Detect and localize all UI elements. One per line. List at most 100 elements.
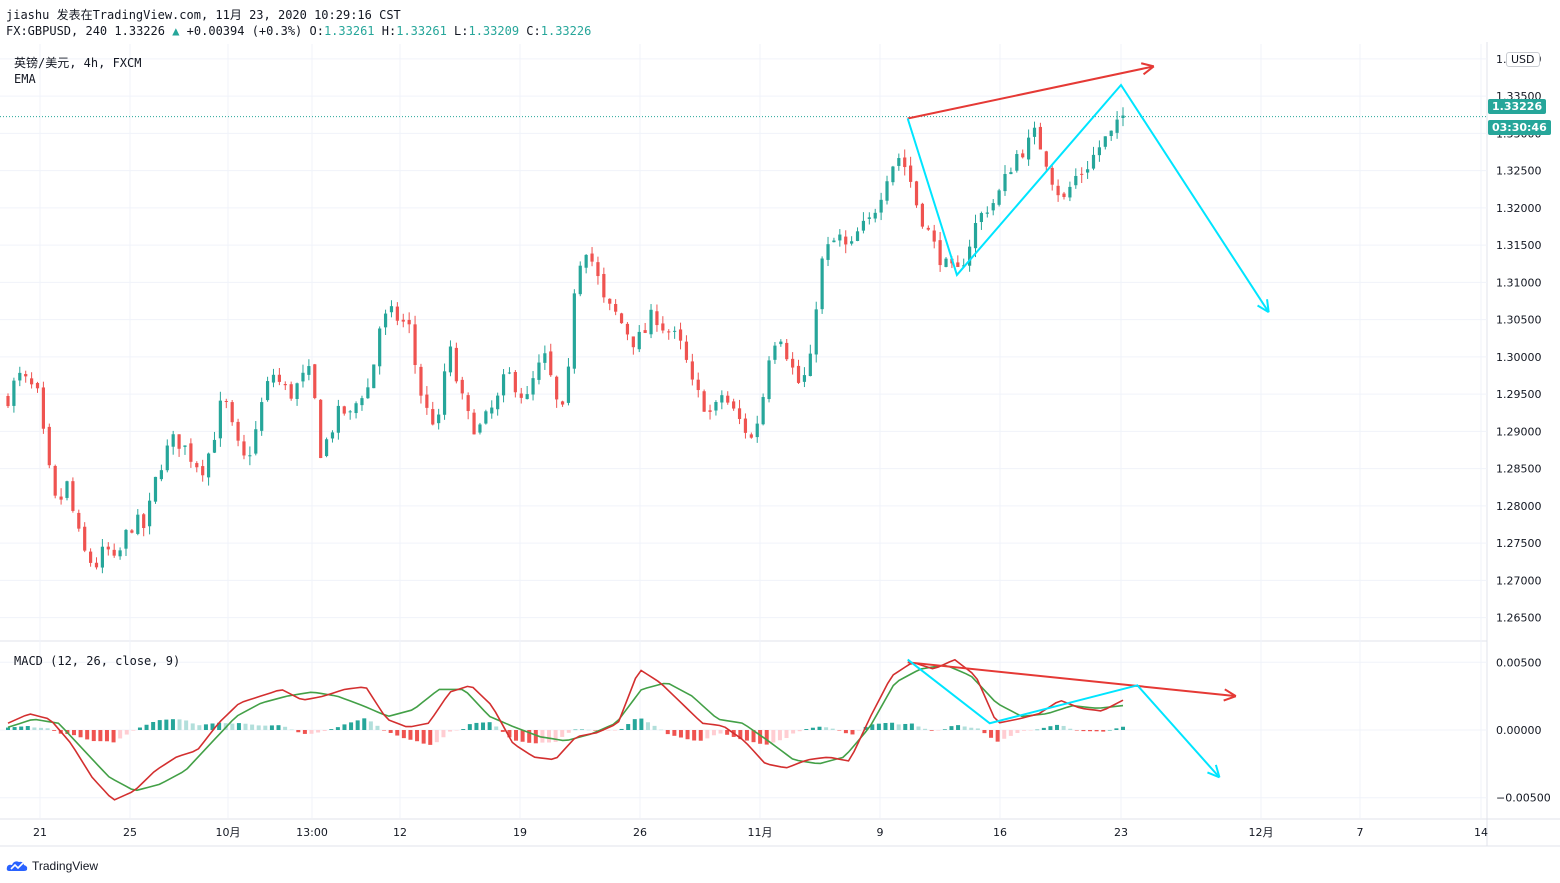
candle-body xyxy=(407,319,411,325)
macd-histogram-bar xyxy=(137,727,142,730)
trend-line-annotation[interactable] xyxy=(907,65,1155,120)
candle-body xyxy=(484,411,488,424)
y-tick-label: 1.30000 xyxy=(1496,351,1542,364)
macd-histogram-bar xyxy=(659,729,664,731)
macd-histogram-bar xyxy=(151,721,156,730)
open-label: O: xyxy=(309,24,324,38)
macd-histogram-bar xyxy=(322,730,327,732)
low-value: 1.33209 xyxy=(468,24,520,38)
macd-histogram-bar xyxy=(520,730,525,742)
x-tick-label: 21 xyxy=(33,826,47,839)
macd-histogram-bar xyxy=(744,730,749,741)
macd-histogram-bar xyxy=(705,730,710,739)
candle-body xyxy=(979,213,984,223)
x-tick-label: 13:00 xyxy=(296,826,328,839)
candle-body xyxy=(873,212,877,219)
macd-histogram-bar xyxy=(777,730,782,741)
candle-body xyxy=(1050,167,1054,185)
candle-body xyxy=(442,371,447,415)
macd-histogram-bar xyxy=(1002,730,1007,739)
candle-body xyxy=(1091,154,1096,169)
candle-body xyxy=(696,379,700,391)
zigzag-annotation[interactable] xyxy=(907,658,1221,779)
candle-body xyxy=(938,240,942,266)
candle-body xyxy=(596,262,600,277)
candle-body xyxy=(549,351,553,376)
candle-body xyxy=(47,426,51,466)
macd-histogram-bar xyxy=(19,726,24,730)
macd-histogram-bar xyxy=(751,730,756,743)
candle-body xyxy=(395,306,399,321)
macd-histogram-bar xyxy=(296,730,301,733)
candle-body xyxy=(59,496,63,500)
macd-histogram-bar xyxy=(738,730,743,740)
candle-body xyxy=(295,383,299,399)
candle-body xyxy=(755,423,759,438)
candle-body xyxy=(914,181,919,206)
macd-y-tick-label: −0.00500 xyxy=(1496,792,1551,805)
candle-body xyxy=(702,391,706,412)
macd-histogram-bar xyxy=(256,725,261,730)
macd-histogram-bar xyxy=(85,730,90,740)
candle-body xyxy=(53,465,57,496)
macd-histogram-bar xyxy=(217,722,222,730)
candle-body xyxy=(708,410,712,412)
candle-body xyxy=(153,476,158,502)
zigzag-annotation[interactable] xyxy=(906,83,1270,313)
macd-histogram-bar xyxy=(415,730,420,742)
macd-histogram-bar xyxy=(342,724,347,730)
macd-histogram-bar xyxy=(1048,726,1053,730)
x-tick-label: 19 xyxy=(513,826,527,839)
macd-histogram-bar xyxy=(1041,727,1046,730)
macd-histogram-bar xyxy=(692,730,697,741)
currency-button[interactable]: USD xyxy=(1506,52,1540,67)
macd-histogram-bar xyxy=(38,727,43,730)
candle-body xyxy=(348,411,352,413)
candle-body xyxy=(525,394,529,400)
candle-body xyxy=(743,418,748,433)
macd-histogram-bar xyxy=(1035,729,1040,731)
macd-histogram-bar xyxy=(144,724,149,730)
macd-histogram-bar xyxy=(995,730,1000,742)
ema-label[interactable]: EMA xyxy=(14,72,36,86)
candle-body xyxy=(24,374,28,377)
macd-histogram-bar xyxy=(428,730,433,745)
candle-body xyxy=(460,379,464,394)
tradingview-logo[interactable]: TradingView xyxy=(6,859,98,873)
macd-histogram-bar xyxy=(184,720,189,730)
macd-histogram-bar xyxy=(553,730,558,742)
macd-label[interactable]: MACD (12, 26, close, 9) xyxy=(14,654,181,668)
macd-histogram-bar xyxy=(883,723,888,730)
candle-body xyxy=(366,387,370,399)
macd-histogram-bar xyxy=(243,723,248,730)
y-tick-label: 1.32000 xyxy=(1496,202,1542,215)
macd-histogram-bar xyxy=(612,730,617,731)
candle-body xyxy=(637,331,641,350)
candle-body xyxy=(997,190,1001,205)
macd-histogram-bar xyxy=(857,730,862,731)
x-tick-label: 12月 xyxy=(1249,826,1274,839)
candle-body xyxy=(413,324,417,366)
candle-body xyxy=(301,372,305,382)
candle-body xyxy=(425,394,429,408)
candle-body xyxy=(324,439,329,457)
candle-body xyxy=(112,549,116,556)
macd-histogram-bar xyxy=(837,730,842,731)
candle-body xyxy=(572,293,576,369)
candle-body xyxy=(71,481,75,511)
candle-body xyxy=(608,298,612,304)
candle-body xyxy=(94,562,99,568)
candle-body xyxy=(1115,119,1119,133)
trend-line-annotation[interactable] xyxy=(907,661,1236,698)
macd-histogram-bar xyxy=(678,730,683,738)
macd-histogram-bar xyxy=(989,730,994,738)
candle-body xyxy=(242,441,246,456)
macd-histogram-bar xyxy=(758,730,763,744)
macd-histogram-bar xyxy=(362,718,367,730)
candle-body xyxy=(165,445,169,471)
y-tick-label: 1.27500 xyxy=(1496,537,1542,550)
candle-body xyxy=(850,241,854,244)
macd-histogram-bar xyxy=(936,730,941,731)
candle-body xyxy=(29,378,34,385)
